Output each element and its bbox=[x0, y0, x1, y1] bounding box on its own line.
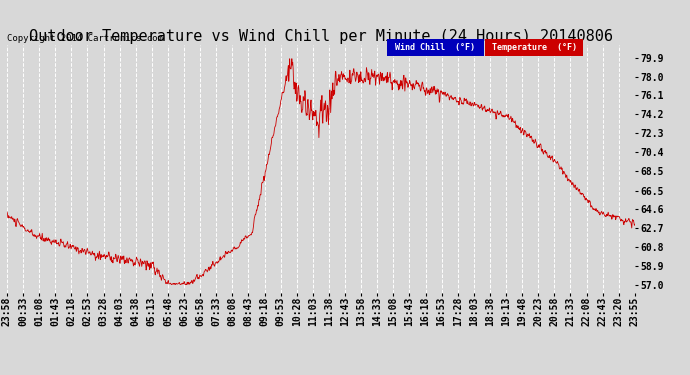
Text: Copyright 2014 Cartronics.com: Copyright 2014 Cartronics.com bbox=[7, 33, 163, 42]
FancyBboxPatch shape bbox=[387, 39, 484, 56]
Text: Temperature  (°F): Temperature (°F) bbox=[491, 43, 577, 52]
Title: Outdoor Temperature vs Wind Chill per Minute (24 Hours) 20140806: Outdoor Temperature vs Wind Chill per Mi… bbox=[29, 29, 613, 44]
Text: Wind Chill  (°F): Wind Chill (°F) bbox=[395, 43, 475, 52]
FancyBboxPatch shape bbox=[485, 39, 582, 56]
